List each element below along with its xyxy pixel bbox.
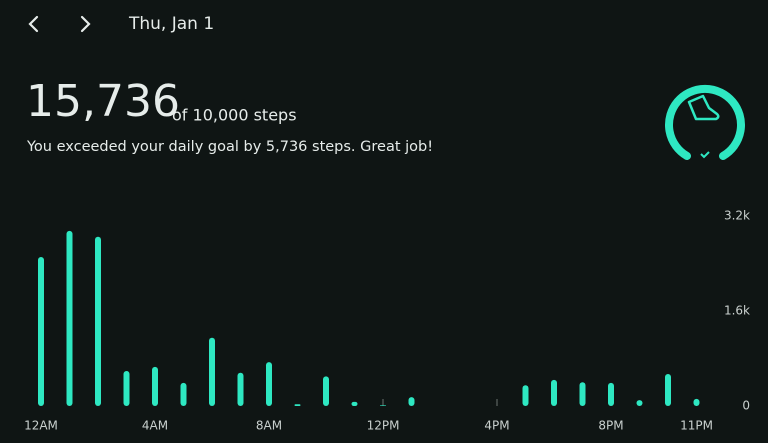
bar	[351, 401, 358, 406]
bar	[95, 236, 101, 406]
bar	[266, 362, 272, 406]
x-tick-label: 8PM	[598, 419, 623, 433]
bar	[551, 379, 557, 406]
x-tick-label: 4AM	[142, 419, 168, 433]
x-tick-label: 8AM	[256, 419, 282, 433]
bar	[66, 230, 73, 406]
forward-button[interactable]	[80, 15, 91, 33]
x-tick-label: 12PM	[367, 419, 400, 433]
bar	[323, 376, 329, 406]
bar	[693, 398, 700, 406]
y-tick-label: 0	[742, 399, 750, 413]
bar	[209, 337, 215, 406]
bar	[38, 256, 44, 406]
date: Thu, Jan 1	[128, 14, 214, 34]
bar	[608, 382, 614, 406]
bar	[294, 404, 301, 406]
progress-ring	[665, 84, 745, 160]
x-tick-label: 12AM	[24, 419, 58, 433]
step-count: 15,736	[26, 76, 180, 127]
x-tick-label: 11PM	[680, 419, 713, 433]
y-tick-label: 3.2k	[724, 209, 750, 223]
goal: of 10,000 steps	[172, 106, 297, 125]
message: You exceeded your daily goal by 5,736 st…	[26, 139, 433, 155]
bar	[237, 372, 244, 406]
bar	[636, 400, 643, 406]
bar	[123, 370, 130, 406]
x-tick-label: 4PM	[484, 419, 509, 433]
y-tick-label: 1.6k	[724, 304, 750, 318]
bar	[408, 397, 415, 406]
back-button[interactable]	[28, 15, 39, 33]
bar	[380, 405, 386, 406]
bar	[665, 373, 671, 406]
bar	[522, 385, 529, 406]
bar	[152, 366, 158, 406]
bar	[180, 382, 187, 406]
bar	[579, 382, 586, 406]
